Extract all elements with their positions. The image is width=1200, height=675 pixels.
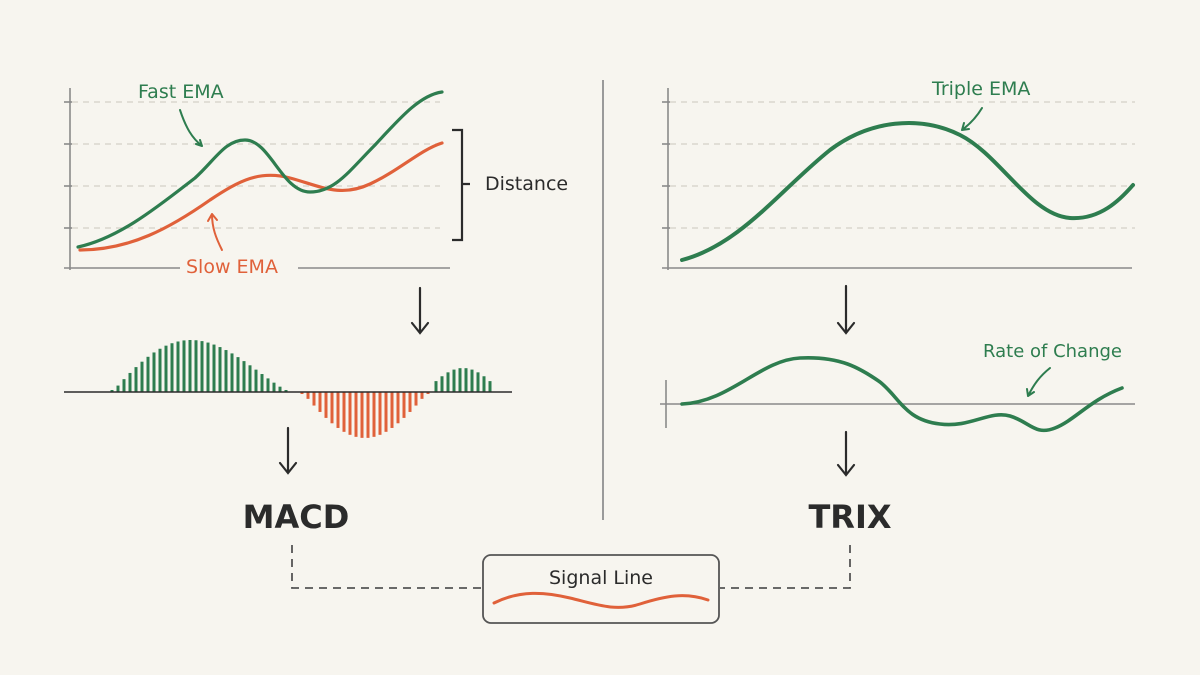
connector-right xyxy=(720,545,851,589)
down-arrow-icon xyxy=(836,284,856,335)
macd-histogram xyxy=(110,340,492,438)
signal-line-box xyxy=(482,554,720,624)
slow-ema-label: Slow EMA xyxy=(186,256,278,278)
connector-left xyxy=(291,545,482,589)
rate-of-change-line xyxy=(680,356,1124,433)
rate-of-change-label: Rate of Change xyxy=(983,341,1122,362)
ema-chart-axes xyxy=(64,88,450,270)
triple-ema-grid xyxy=(670,101,1135,229)
signal-connector xyxy=(291,545,851,589)
triple-ema-label: Triple EMA xyxy=(931,78,1030,100)
trix-title: TRIX xyxy=(808,498,891,536)
slow-ema-line xyxy=(78,141,444,252)
distance-label: Distance xyxy=(485,173,568,195)
ema-chart-grid xyxy=(72,101,440,229)
macd-panel: Fast EMA Slow EMA Distance MACD xyxy=(64,81,568,536)
curved-pointer-arrow-icon xyxy=(207,213,223,251)
triple-ema-line xyxy=(680,121,1135,262)
down-arrow-icon xyxy=(278,426,298,475)
trix-panel: Triple EMA Rate of Change TRIX xyxy=(660,78,1135,536)
signal-line-wave xyxy=(492,591,710,609)
fast-ema-label: Fast EMA xyxy=(138,81,224,103)
signal-line-label: Signal Line xyxy=(549,567,653,589)
down-arrow-icon xyxy=(836,430,856,477)
curved-pointer-arrow-icon xyxy=(961,107,983,131)
down-arrow-icon xyxy=(410,286,430,335)
triple-ema-axes xyxy=(662,88,1132,270)
bracket-icon xyxy=(452,128,470,242)
macd-title: MACD xyxy=(243,498,350,536)
curved-pointer-arrow-icon xyxy=(179,109,203,147)
curved-pointer-arrow-icon xyxy=(1026,367,1051,397)
fast-ema-line xyxy=(76,90,444,249)
